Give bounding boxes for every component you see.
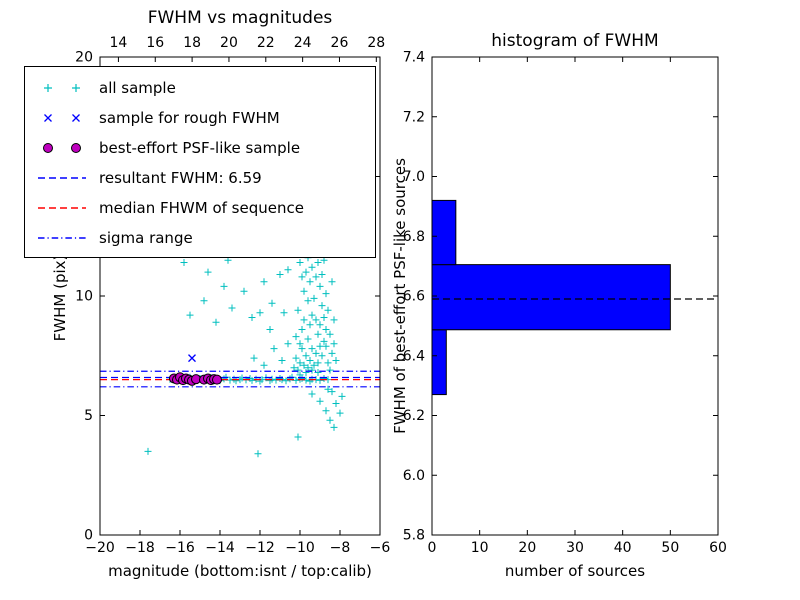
svg-text:50: 50 — [661, 540, 679, 556]
legend: all sample sample for rough FWHM best-ef… — [24, 66, 376, 258]
legend-marker-dashed-line — [38, 207, 86, 209]
svg-text:−16: −16 — [165, 540, 195, 556]
svg-text:6.2: 6.2 — [403, 408, 425, 424]
svg-text:60: 60 — [709, 540, 727, 556]
svg-text:6.0: 6.0 — [403, 468, 425, 484]
svg-text:6.6: 6.6 — [403, 289, 425, 305]
legend-item-label: all sample — [99, 79, 176, 97]
svg-text:20: 20 — [75, 50, 93, 66]
svg-text:18: 18 — [183, 35, 201, 51]
legend-marker-circle — [43, 143, 81, 153]
legend-item-label: sample for rough FWHM — [99, 109, 280, 127]
svg-text:−20: −20 — [85, 540, 115, 556]
svg-text:6.8: 6.8 — [403, 229, 425, 245]
svg-text:28: 28 — [367, 35, 385, 51]
svg-text:7.4: 7.4 — [403, 50, 425, 66]
svg-text:−6: −6 — [370, 540, 391, 556]
svg-text:0: 0 — [428, 540, 437, 556]
legend-item-label: best-effort PSF-like sample — [99, 139, 301, 157]
svg-text:10: 10 — [75, 289, 93, 305]
right-plot-title: histogram of FWHM — [491, 31, 659, 51]
legend-marker-dashed-line — [38, 177, 86, 179]
svg-text:7.0: 7.0 — [403, 169, 425, 185]
svg-text:20: 20 — [220, 35, 238, 51]
svg-text:40: 40 — [614, 540, 632, 556]
right-yaxis-label: FWHM of best-effort PSF-like sources — [391, 158, 409, 434]
svg-text:22: 22 — [257, 35, 275, 51]
svg-text:−18: −18 — [125, 540, 155, 556]
legend-item: sigma range — [35, 223, 369, 253]
svg-text:16: 16 — [146, 35, 164, 51]
svg-text:24: 24 — [294, 35, 312, 51]
svg-text:30: 30 — [566, 540, 584, 556]
legend-item: all sample — [35, 73, 369, 103]
left-plot-title: FWHM vs magnitudes — [147, 8, 333, 28]
legend-item: sample for rough FWHM — [35, 103, 369, 133]
svg-text:20: 20 — [518, 540, 536, 556]
svg-text:26: 26 — [331, 35, 349, 51]
legend-item: best-effort PSF-like sample — [35, 133, 369, 163]
legend-item-label: resultant FWHM: 6.59 — [99, 169, 262, 187]
svg-text:5.8: 5.8 — [403, 528, 425, 544]
legend-item-label: median FHWM of sequence — [99, 199, 304, 217]
legend-item: median FHWM of sequence — [35, 193, 369, 223]
svg-text:5: 5 — [84, 408, 93, 424]
svg-text:−8: −8 — [330, 540, 351, 556]
legend-marker-dashdot-line — [38, 237, 86, 239]
left-xaxis-label: magnitude (bottom:isnt / top:calib) — [108, 562, 372, 580]
svg-text:−12: −12 — [245, 540, 275, 556]
svg-text:−10: −10 — [285, 540, 315, 556]
legend-item: resultant FWHM: 6.59 — [35, 163, 369, 193]
svg-text:6.4: 6.4 — [403, 348, 425, 364]
svg-text:0: 0 — [84, 528, 93, 544]
svg-text:7.2: 7.2 — [403, 109, 425, 125]
svg-text:14: 14 — [110, 35, 128, 51]
svg-text:−14: −14 — [205, 540, 235, 556]
right-xaxis-label: number of sources — [504, 562, 646, 580]
legend-marker-plus — [44, 84, 80, 92]
legend-item-label: sigma range — [99, 229, 193, 247]
svg-text:10: 10 — [471, 540, 489, 556]
legend-marker-cross — [44, 114, 80, 122]
left-yaxis-label: FWHM (pix) — [51, 254, 69, 342]
